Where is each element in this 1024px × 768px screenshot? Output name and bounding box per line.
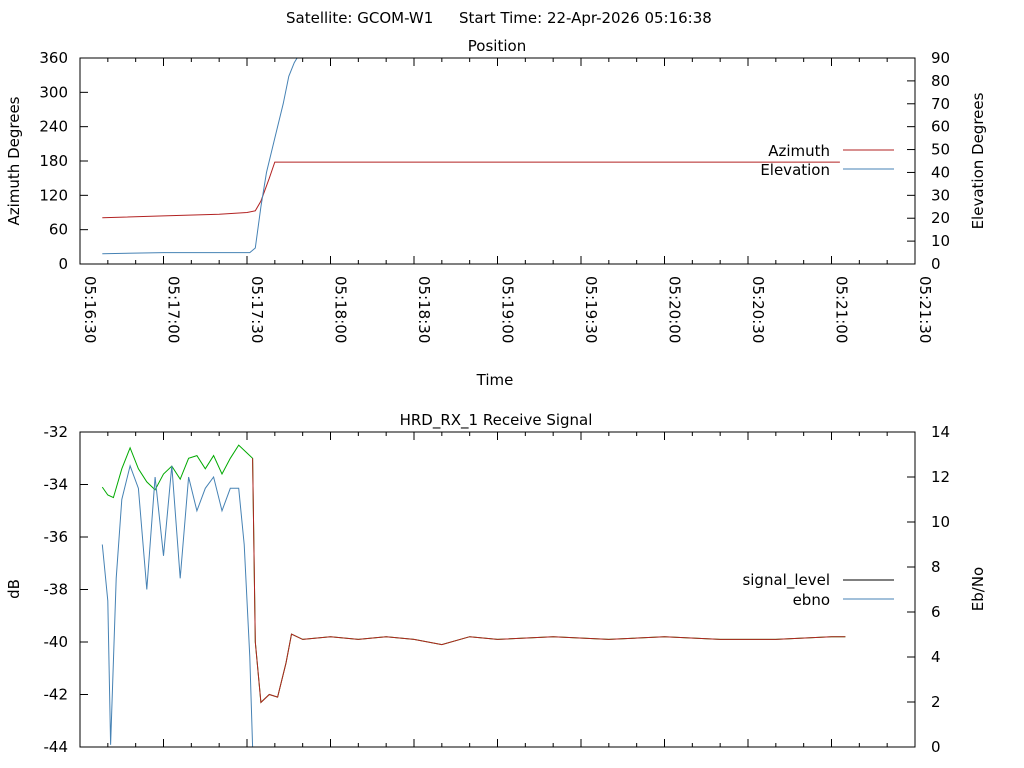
signal-y2-tick-label: 12 (931, 468, 950, 486)
position-x-tick-label: 05:18:00 (332, 276, 350, 343)
position-y2-tick-label: 60 (931, 118, 950, 136)
position-y2-tick-label: 90 (931, 49, 950, 67)
signal-y2-tick-label: 4 (931, 648, 941, 666)
position-x-tick-label: 05:16:30 (81, 276, 99, 343)
position-y2-tick-label: 30 (931, 186, 950, 204)
signal-y2-tick-label: 0 (931, 738, 941, 756)
signal-y-tick-label: -40 (44, 633, 69, 651)
signal-y-tick-label: -44 (44, 738, 69, 756)
signal-legend: signal_level ebno (742, 571, 894, 609)
legend-label-elevation: Elevation (760, 161, 830, 179)
signal-y2label: Eb/No (969, 567, 987, 611)
position-xlabel: Time (476, 371, 514, 389)
satellite-label: Satellite: GCOM-W1 (286, 9, 433, 27)
position-y-tick-label: 0 (58, 255, 68, 273)
signal-title: HRD_RX_1 Receive Signal (400, 411, 593, 430)
signal-ylabel: dB (5, 579, 23, 599)
position-x-tick-label: 05:20:30 (749, 276, 767, 343)
signal-y2-tick-label: 14 (931, 423, 950, 441)
position-x-tick-label: 05:17:00 (165, 276, 183, 343)
position-x-tick-label: 05:20:00 (666, 276, 684, 343)
position-y2-tick-label: 20 (931, 209, 950, 227)
position-y2-tick-label: 50 (931, 141, 950, 159)
position-x-tick-label: 05:19:00 (499, 276, 517, 343)
position-series-elevation (102, 57, 298, 255)
legend-label-ebno: ebno (793, 591, 830, 609)
position-y-tick-label: 60 (49, 221, 68, 239)
signal-y-tick-label: -32 (44, 423, 69, 441)
position-y-tick-label: 120 (39, 186, 68, 204)
signal-y2-tick-label: 10 (931, 513, 950, 531)
position-y-tick-label: 360 (39, 49, 68, 67)
position-plot-frame (79, 57, 916, 265)
signal-y-tick-label: -36 (44, 528, 69, 546)
start-time-label: Start Time: 22-Apr-2026 05:16:38 (459, 9, 712, 27)
position-legend: Azimuth Elevation (760, 142, 894, 179)
legend-label-signal-level: signal_level (742, 571, 830, 590)
signal-y-tick-label: -34 (44, 476, 69, 494)
position-x-tick-label: 05:17:30 (248, 276, 266, 343)
signal-y-tick-label: -42 (44, 686, 69, 704)
position-ticks: 05:16:30 05:17:00 05:17:30 05:18:00 05:18:30… (39, 49, 950, 343)
position-title: Position (468, 37, 526, 55)
position-ylabel: Azimuth Degrees (5, 96, 23, 225)
signal-y2-tick-label: 6 (931, 603, 941, 621)
signal-plot-frame (79, 431, 916, 748)
signal-y-tick-label: -38 (44, 581, 69, 599)
position-y-tick-label: 180 (39, 152, 68, 170)
signal-y2-tick-label: 2 (931, 693, 941, 711)
signal-chart: HRD_RX_1 Receive Signal -44-42-40-38-36-… (5, 411, 987, 756)
position-y2-tick-label: 0 (931, 255, 941, 273)
signal-ticks: -44 -42 -40 -38 -36 -34 -32 0 2 4 6 8 10 12 14 (44, 423, 951, 756)
position-y2-tick-label: 80 (931, 72, 950, 90)
signal-series-signal-level-low (252, 458, 846, 704)
position-series-azimuth (102, 161, 840, 219)
signal-series-signal-level (101, 444, 846, 704)
signal-series-ebno (101, 464, 254, 748)
signal-lines (101, 444, 846, 748)
position-y2-tick-label: 70 (931, 95, 950, 113)
signal-y2-tick-label: 8 (931, 558, 941, 576)
position-lines (102, 57, 840, 255)
position-y2-tick-label: 10 (931, 232, 950, 250)
position-y-tick-label: 240 (39, 118, 68, 136)
position-chart: Position 05:16:30 05:17:00 05:17:30 05:18:0… (5, 37, 987, 389)
position-y2label: Elevation Degrees (969, 92, 987, 229)
position-x-tick-label: 05:21:30 (916, 276, 934, 343)
position-x-tick-label: 05:19:30 (582, 276, 600, 343)
legend-label-azimuth: Azimuth (768, 142, 830, 160)
position-x-tick-label: 05:21:00 (833, 276, 851, 343)
position-y-tick-label: 300 (39, 83, 68, 101)
position-x-tick-label: 05:18:30 (415, 276, 433, 343)
position-y2-tick-label: 40 (931, 163, 950, 181)
